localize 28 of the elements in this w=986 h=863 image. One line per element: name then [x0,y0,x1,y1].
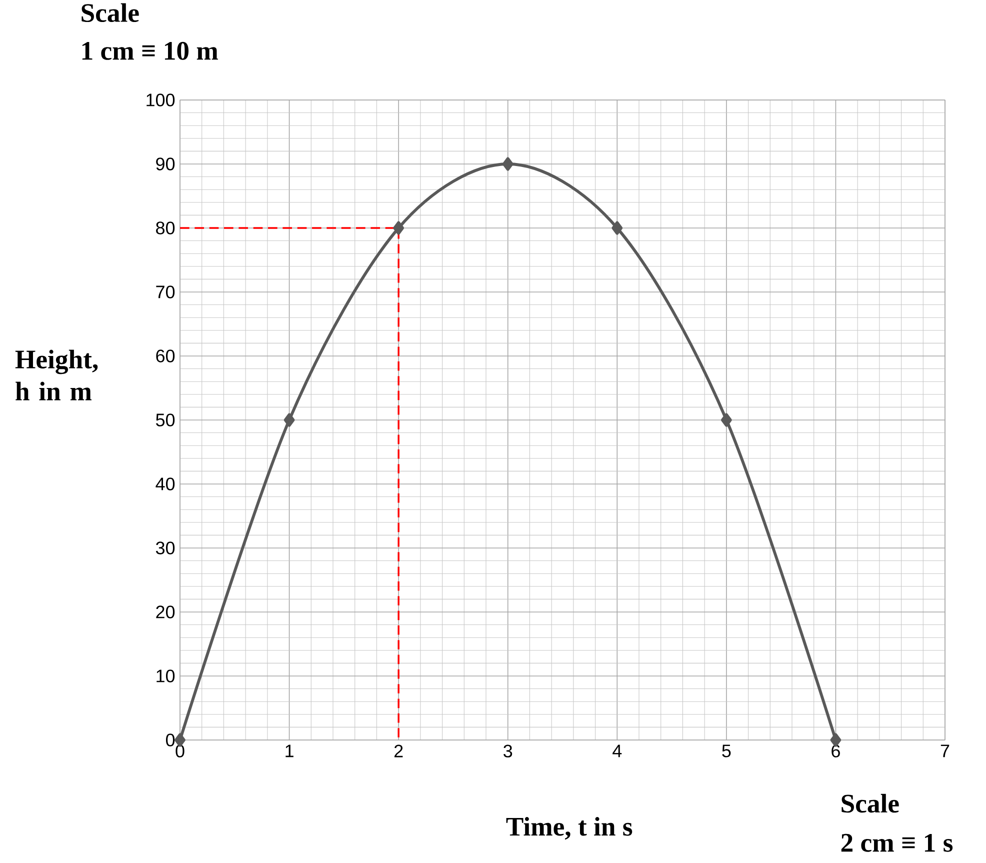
x-tick-label: 5 [722,744,731,758]
point [284,413,295,427]
text: 2 cm ≡ 1 s [841,834,953,852]
y-tick-label: 30 [156,542,175,554]
text: 1 cm ≡ 10 m [82,42,218,60]
y-tick-label: 80 [156,222,175,234]
point [393,221,404,235]
x-tick-label: 2 [394,744,403,758]
y-tick-label: 50 [156,414,175,426]
x-tick-label: 4 [612,744,622,758]
y-tick-label: 70 [156,286,175,298]
y-tick-label: 40 [156,478,175,490]
y-tick-label: 60 [156,350,175,362]
x-tick-label: 1 [286,744,294,758]
text: Scale [842,794,899,813]
point [720,413,732,427]
y-tick-label: 10 [156,670,175,682]
x-tick-label: 3 [504,744,512,758]
x-tick-label: 7 [940,744,950,758]
point [612,221,623,235]
y-tick-label: 100 [146,94,175,106]
y-tick-label: 20 [156,606,175,618]
y-axis-title: Height, h in m [15,350,98,400]
text: Scale [82,3,139,22]
y-tick-label: 0 [166,734,175,746]
x-axis-title: Time, t in s [506,817,632,840]
y-tick-label: 90 [156,158,175,170]
point [502,157,514,171]
